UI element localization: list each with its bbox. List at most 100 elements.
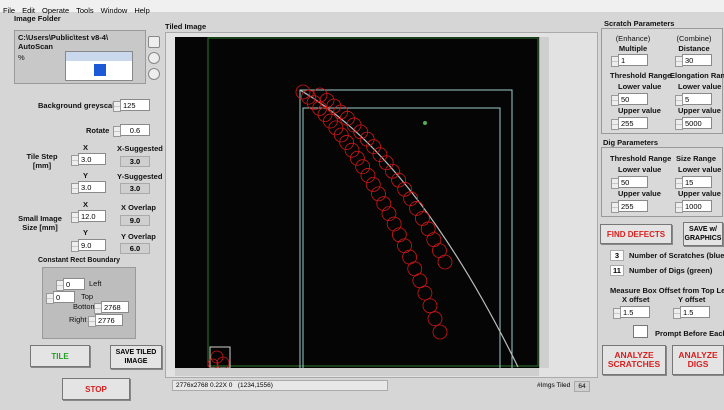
indicator: 3 [610,250,624,261]
defect-circle [355,159,371,175]
find-defects-button[interactable]: FIND DEFECTS [600,224,672,244]
prompt-checkbox[interactable] [633,325,648,338]
defect-circle [422,298,438,314]
menu-item[interactable]: File [3,6,16,15]
browse-button[interactable] [148,36,160,48]
label: Number of Digs (green) [629,266,713,275]
defect-circle [427,311,443,327]
defect-circle [385,163,400,179]
menu-item[interactable]: Operate [42,6,70,15]
defect-circle [344,142,360,158]
greyscale-input[interactable]: 125 [113,99,150,112]
analyze-digs-button[interactable]: ANALYZE DIGS [672,345,724,375]
path-mark: % [18,53,25,62]
defect-circle [381,206,397,222]
defect-circle [378,155,394,171]
save-graphics-button[interactable]: SAVE w/ GRAPHICS [683,222,723,246]
dig-size-lower-input[interactable]: 15 [675,176,712,189]
defect-circle [306,95,322,111]
menu-item[interactable]: Window [100,6,128,15]
menu-item[interactable]: Edit [22,6,36,15]
defect-circle [360,168,376,183]
refresh-button[interactable] [148,52,160,64]
distance-input[interactable]: 30 [675,54,712,67]
multiple-input[interactable]: 1 [611,54,648,67]
settings-button[interactable] [148,68,160,80]
dig-size-upper-input[interactable]: 1000 [675,200,712,213]
defect-circles [207,84,453,368]
defect-circle [397,181,413,197]
mini-icon [94,64,106,76]
label: Top [81,292,94,301]
label: Multiple [618,44,648,53]
label: X-Suggested [117,144,163,153]
label: Constant Rect Boundary [38,257,121,264]
defect-circle [295,84,311,100]
indicator: 3.0 [120,183,150,194]
label: (Enhance) [615,34,651,43]
save-tiled-button[interactable]: SAVE TILED IMAGE [110,345,162,369]
image-bg [175,37,539,368]
dig-threshold-lower-input[interactable]: 50 [611,176,648,189]
defect-circle [359,131,375,147]
label: Small Image Size [mm] [18,214,62,232]
defect-circle [432,324,448,340]
label: Tiled Image [165,22,207,31]
size-x-input[interactable]: 12.0 [71,210,106,223]
label: Threshold Range [610,71,672,80]
v-scrollbar[interactable] [539,37,549,368]
right-input[interactable]: 2776 [88,314,123,327]
label: Measure Box Offset from Top Left [610,286,724,295]
label: Lower value [678,165,722,174]
status-bar: 2776x2768 0.22X 0 (1234,1556) [172,380,388,391]
stop-button[interactable]: STOP [62,378,130,400]
dig-mark [423,121,427,125]
mini-window [65,51,133,81]
tile-button[interactable]: TILE [30,345,90,367]
y-offset-input[interactable]: 1.5 [673,306,710,319]
defect-circle [403,191,419,207]
label: X offset [622,295,650,304]
dig-threshold-upper-input[interactable]: 255 [611,200,648,213]
defect-circle [312,101,327,116]
label: Left [89,279,102,288]
menu-item[interactable]: Tools [76,6,94,15]
menu-item[interactable]: Help [134,6,150,15]
dig-box: Threshold Range Size Range Lower value L… [601,147,723,217]
size-y-input[interactable]: 9.0 [71,239,106,252]
label: X [83,143,89,152]
elongation-upper-input[interactable]: 5000 [675,117,712,130]
top-input[interactable]: 0 [46,291,75,304]
elongation-lower-input[interactable]: 5 [675,93,712,106]
defect-circle [409,201,424,216]
x-offset-input[interactable]: 1.5 [613,306,650,319]
label: Threshold Range [610,154,672,163]
defect-circle [349,150,365,166]
analyze-scratches-button[interactable]: ANALYZE SCRATCHES [602,345,666,375]
left-input[interactable]: 0 [56,278,85,291]
path-line: C:\Users\Public\test v8-4\ [18,33,109,42]
label: Y-Suggested [117,172,163,181]
scratch-box: (Enhance) (Combine) Multiple Distance 1 … [601,28,724,134]
boundary-box: 0 Left 0 Top Bottom 2768 Right 2776 [42,267,136,339]
label: Tile Step [mm] [26,152,58,170]
defect-circle [365,177,381,192]
threshold-lower-input[interactable]: 50 [611,93,648,106]
measure-box [209,346,231,368]
bottom-input[interactable]: 2768 [94,301,129,314]
defect-circle [207,358,219,368]
label: Lower value [618,82,662,91]
defect-circle [391,172,407,188]
tile-y-input[interactable]: 3.0 [71,181,106,194]
indicator: 9.0 [120,215,150,226]
tiled-image[interactable] [175,37,539,368]
path-box[interactable]: C:\Users\Public\test v8-4\ AutoScan % [14,30,146,84]
label: Elongation Range [670,71,724,80]
threshold-upper-input[interactable]: 255 [611,117,648,130]
defect-circle [301,89,316,105]
label: Background greyscale [38,101,119,110]
defect-circle [216,356,230,368]
rotate-input[interactable]: 0.6 [113,124,150,137]
tile-x-input[interactable]: 3.0 [71,153,106,166]
h-scrollbar[interactable] [175,368,539,376]
